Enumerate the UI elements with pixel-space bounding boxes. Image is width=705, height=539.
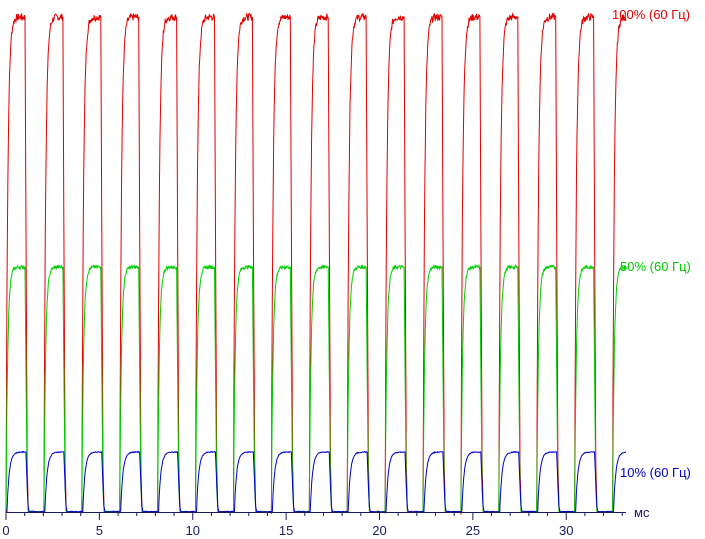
x-tick-label: 30	[559, 523, 573, 538]
x-tick-label: 20	[372, 523, 386, 538]
series-label-1: 100% (60 Гц)	[612, 7, 690, 22]
series-line-1	[5, 12, 627, 515]
series-label-2: 50% (60 Гц)	[620, 259, 691, 274]
x-tick-label: 15	[279, 523, 293, 538]
plot-area	[5, 12, 627, 515]
series-line-3	[6, 450, 626, 513]
x-axis-ticks: 0 5 10 15 20 25 30	[2, 512, 623, 538]
series-label-3: 10% (60 Гц)	[620, 465, 691, 480]
series-labels: 100% (60 Гц) 50% (60 Гц) 10% (60 Гц)	[612, 7, 691, 480]
x-tick-label: 10	[186, 523, 200, 538]
x-tick-label: 0	[2, 523, 9, 538]
x-tick-label: 25	[466, 523, 480, 538]
x-tick-label: 5	[96, 523, 103, 538]
series-line-2	[5, 263, 627, 514]
x-axis-unit-label: мс	[634, 505, 650, 520]
